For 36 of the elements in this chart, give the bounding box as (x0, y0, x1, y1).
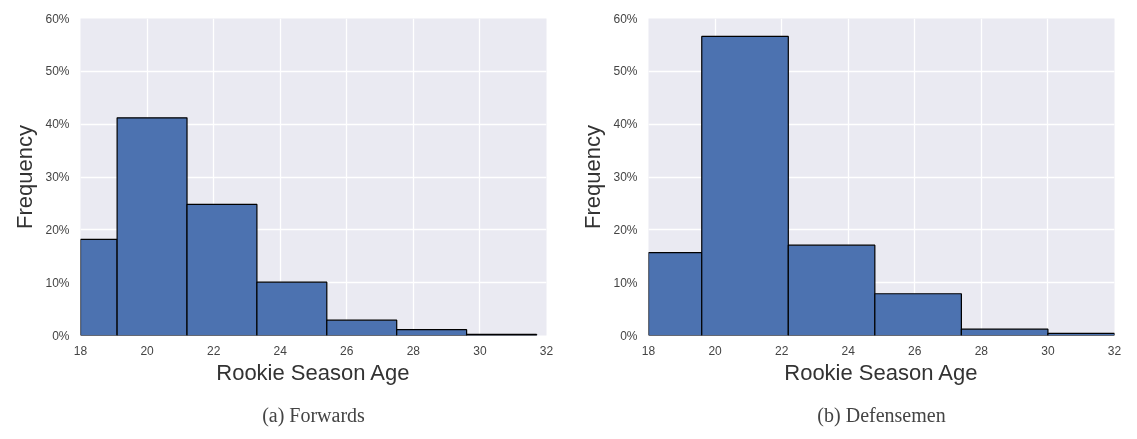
x-tick-label: 28 (974, 343, 989, 358)
x-tick-label: 32 (1107, 343, 1122, 358)
y-tick-label: 40% (45, 117, 70, 132)
y-tick-label: 30% (613, 170, 638, 184)
y-tick-label: 40% (613, 117, 638, 132)
y-tick-label: 60% (613, 11, 638, 26)
x-tick-label: 28 (406, 343, 421, 358)
x-tick-label: 24 (841, 343, 856, 358)
x-tick-label: 22 (774, 343, 789, 358)
y-tick-label: 10% (45, 275, 70, 290)
y-axis-title: Frequency (580, 125, 606, 229)
x-tick-label: 30 (473, 343, 487, 358)
x-tick-label: 18 (641, 343, 656, 358)
x-tick-label: 22 (206, 343, 221, 358)
x-tick-label: 20 (708, 343, 723, 358)
y-tick-label: 0% (620, 328, 638, 343)
y-tick-label: 50% (613, 64, 638, 79)
x-tick-label: 32 (539, 343, 554, 358)
y-tick-label: 0% (52, 328, 70, 343)
text: (b) Defensemen (817, 403, 946, 427)
y-tick-label: 20% (613, 222, 638, 237)
text: (a) Forwards (262, 403, 366, 427)
x-tick-label: 26 (340, 343, 354, 358)
y-tick-label: 10% (613, 275, 638, 290)
y-tick-label: 20% (45, 222, 70, 237)
y-tick-label: 30% (45, 170, 70, 184)
x-tick-label: 24 (273, 343, 288, 358)
x-tick-label: 26 (908, 343, 922, 358)
x-tick-label: 30 (1041, 343, 1055, 358)
y-axis-title: Frequency (12, 125, 38, 229)
x-tick-label: 18 (73, 343, 88, 358)
x-axis-title: Rookie Season Age (784, 359, 978, 385)
x-tick-label: 20 (140, 343, 155, 358)
x-axis-title: Rookie Season Age (216, 359, 410, 385)
y-tick-label: 60% (45, 11, 70, 26)
y-tick-label: 50% (45, 64, 70, 79)
